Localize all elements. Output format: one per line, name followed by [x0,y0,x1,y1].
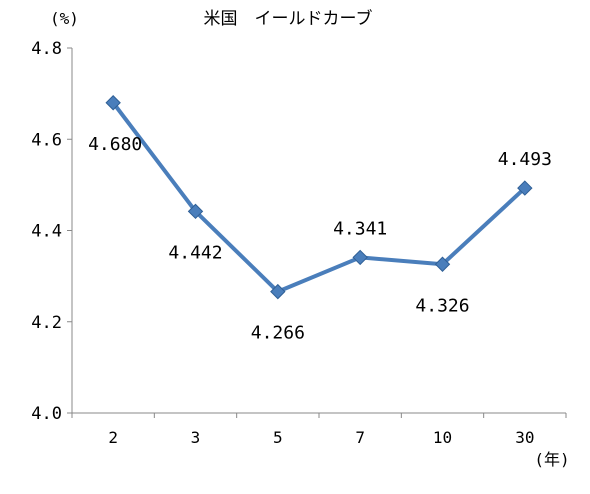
x-axis-unit: (年) [534,450,569,469]
x-ticks: 2 3 5 7 10 30 [71,413,567,447]
data-point-marker [434,256,451,272]
x-tick-label: 7 [355,428,365,447]
data-point-marker [105,95,121,111]
x-tick-label: 30 [515,428,534,447]
data-labels: 4.680 4.442 4.266 4.341 4.326 4.493 [88,134,552,344]
y-tick-label: 4.8 [31,39,62,59]
data-label: 4.326 [415,295,469,316]
y-axis-unit: (%) [50,9,79,28]
data-label: 4.680 [88,134,142,155]
data-point-marker [187,203,204,220]
series-line [111,100,527,294]
x-tick-label: 10 [433,428,452,447]
chart-title: 米国 イールドカーブ [204,8,373,29]
y-tick-label: 4.0 [31,404,62,424]
data-point-marker [270,283,286,300]
data-point-marker [352,249,368,266]
y-tick-label: 4.2 [31,313,62,333]
data-label: 4.493 [498,149,552,170]
data-point-marker [517,180,533,196]
series-group [105,95,533,300]
y-tick-label: 4.4 [31,222,62,242]
data-label: 4.266 [251,323,305,344]
data-label: 4.341 [333,218,387,239]
x-tick-label: 5 [273,428,283,447]
x-tick-label: 3 [191,428,201,447]
y-ticks: 4.0 4.2 4.4 4.6 4.8 [31,39,72,424]
axes [71,48,566,414]
y-tick-label: 4.6 [31,130,62,150]
data-label: 4.442 [168,242,222,263]
x-tick-label: 2 [108,428,118,447]
